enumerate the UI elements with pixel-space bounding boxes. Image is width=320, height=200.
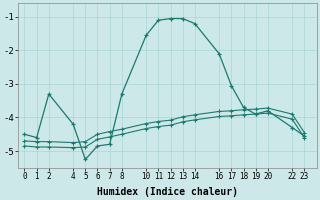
X-axis label: Humidex (Indice chaleur): Humidex (Indice chaleur) bbox=[97, 186, 238, 197]
